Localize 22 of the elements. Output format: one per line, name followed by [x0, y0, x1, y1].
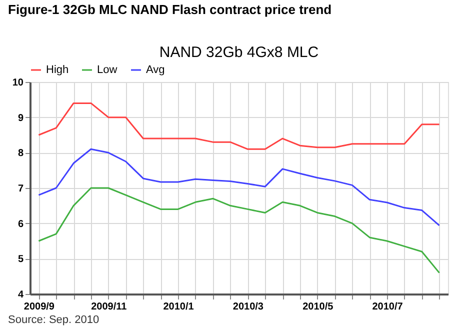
chart-subtitle: NAND 32Gb 4Gx8 MLC	[159, 44, 319, 61]
legend-label: Avg	[146, 64, 165, 76]
line-series	[38, 102, 440, 150]
chart-title: Figure-1 32Gb MLC NAND Flash contract price trend	[8, 2, 332, 17]
y-tick-label: 8	[18, 148, 24, 160]
x-tick-label: 2009/11	[91, 302, 128, 312]
line-series	[38, 148, 440, 226]
y-tick-label: 7	[18, 184, 24, 194]
y-tick-label: 5	[18, 254, 24, 266]
x-tick-label: 2010/1	[163, 302, 194, 312]
x-tick-label: 2010/7	[372, 302, 404, 312]
legend-label: High	[46, 64, 69, 76]
y-tick-label: 9	[18, 112, 24, 124]
line-series	[38, 187, 440, 274]
x-tick-label: 2009/9	[24, 302, 55, 312]
source-note: Source: Sep. 2010	[8, 314, 100, 326]
x-tick-label: 2010/3	[232, 302, 264, 312]
y-tick-label: 10	[12, 78, 24, 88]
y-tick-label: 4	[18, 290, 24, 300]
x-tick-label: 2010/5	[302, 302, 334, 312]
legend-label: Low	[97, 64, 118, 76]
y-tick-label: 6	[18, 218, 24, 230]
